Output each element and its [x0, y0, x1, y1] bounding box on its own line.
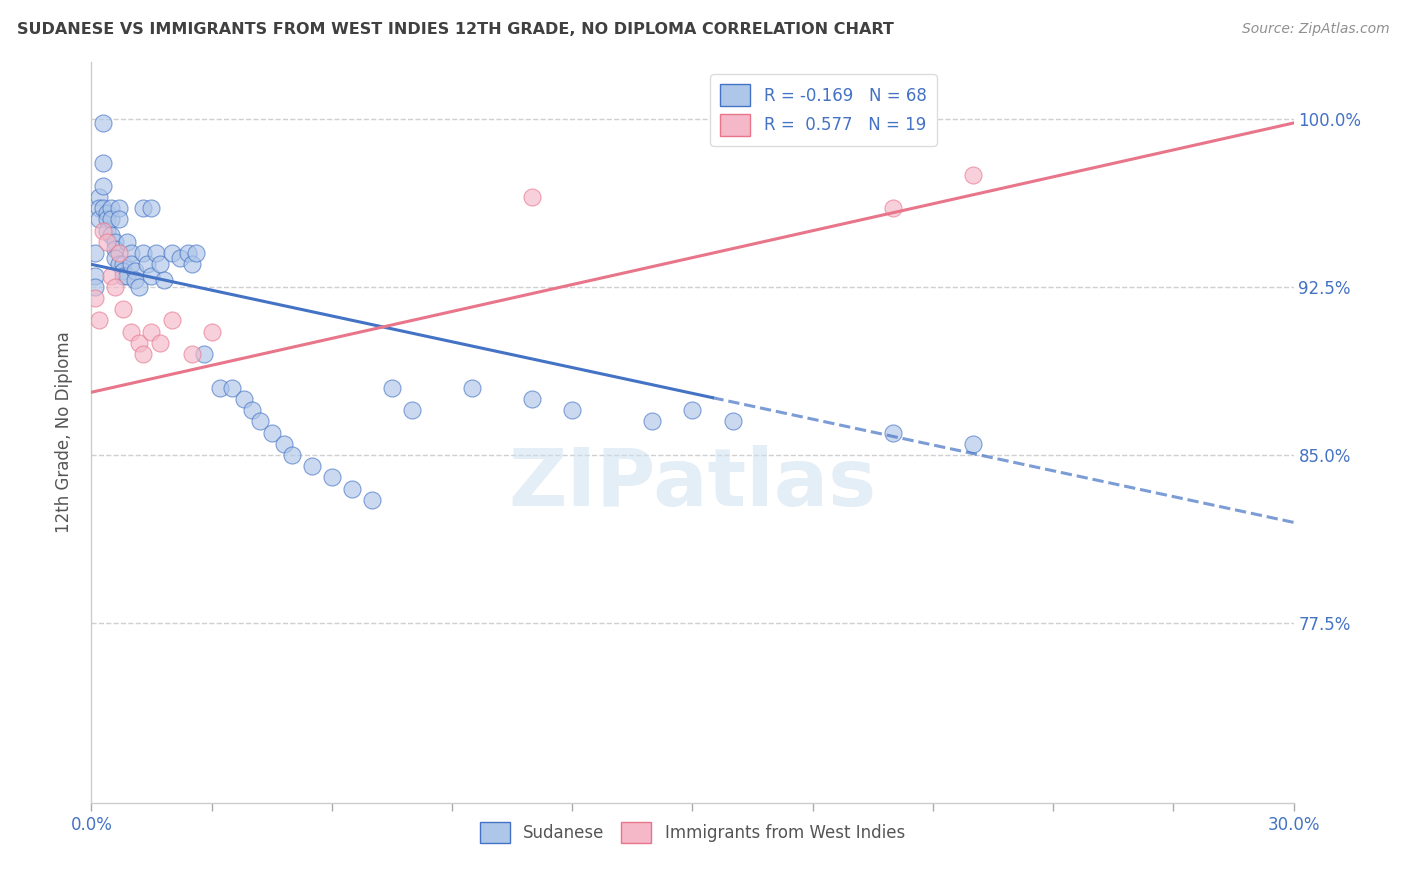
- Point: [117, 268, 139, 283]
- Point: [112, 268, 135, 283]
- Point: [281, 448, 304, 462]
- Point: [96, 212, 118, 227]
- Point: [240, 403, 263, 417]
- Point: [89, 190, 111, 204]
- Point: [93, 201, 115, 215]
- Point: [141, 201, 163, 215]
- Point: [221, 381, 243, 395]
- Point: [522, 392, 544, 406]
- Point: [360, 492, 382, 507]
- Point: [128, 280, 150, 294]
- Point: [201, 325, 224, 339]
- Point: [96, 206, 118, 220]
- Point: [132, 246, 155, 260]
- Y-axis label: 12th Grade, No Diploma: 12th Grade, No Diploma: [55, 332, 73, 533]
- Point: [169, 251, 191, 265]
- Point: [461, 381, 484, 395]
- Point: [84, 291, 107, 305]
- Point: [104, 242, 127, 256]
- Point: [381, 381, 404, 395]
- Point: [522, 190, 544, 204]
- Point: [145, 246, 167, 260]
- Point: [260, 425, 283, 440]
- Point: [108, 257, 131, 271]
- Point: [84, 268, 107, 283]
- Point: [321, 470, 343, 484]
- Point: [84, 280, 107, 294]
- Point: [93, 116, 115, 130]
- Point: [160, 246, 183, 260]
- Point: [108, 246, 131, 260]
- Point: [108, 212, 131, 227]
- Point: [148, 335, 170, 350]
- Point: [641, 414, 664, 428]
- Point: [561, 403, 583, 417]
- Point: [124, 273, 146, 287]
- Point: [121, 257, 143, 271]
- Point: [93, 156, 115, 170]
- Point: [100, 201, 122, 215]
- Point: [148, 257, 170, 271]
- Point: [176, 246, 198, 260]
- Text: ZIPatlas: ZIPatlas: [509, 445, 876, 524]
- Point: [128, 335, 150, 350]
- Point: [100, 212, 122, 227]
- Point: [124, 264, 146, 278]
- Point: [882, 201, 904, 215]
- Point: [108, 201, 131, 215]
- Point: [104, 280, 127, 294]
- Point: [152, 273, 174, 287]
- Point: [121, 246, 143, 260]
- Point: [132, 201, 155, 215]
- Point: [89, 212, 111, 227]
- Point: [962, 168, 984, 182]
- Point: [93, 224, 115, 238]
- Point: [89, 313, 111, 327]
- Point: [104, 251, 127, 265]
- Point: [681, 403, 703, 417]
- Text: SUDANESE VS IMMIGRANTS FROM WEST INDIES 12TH GRADE, NO DIPLOMA CORRELATION CHART: SUDANESE VS IMMIGRANTS FROM WEST INDIES …: [17, 22, 894, 37]
- Point: [112, 264, 135, 278]
- Point: [141, 325, 163, 339]
- Point: [96, 235, 118, 249]
- Point: [184, 246, 207, 260]
- Point: [141, 268, 163, 283]
- Point: [89, 201, 111, 215]
- Point: [193, 347, 215, 361]
- Point: [112, 257, 135, 271]
- Point: [882, 425, 904, 440]
- Point: [301, 459, 323, 474]
- Point: [136, 257, 159, 271]
- Point: [132, 347, 155, 361]
- Point: [273, 437, 295, 451]
- Point: [340, 482, 363, 496]
- Point: [100, 228, 122, 243]
- Point: [121, 325, 143, 339]
- Text: Source: ZipAtlas.com: Source: ZipAtlas.com: [1241, 22, 1389, 37]
- Point: [401, 403, 423, 417]
- Point: [84, 246, 107, 260]
- Point: [249, 414, 271, 428]
- Point: [721, 414, 744, 428]
- Point: [962, 437, 984, 451]
- Point: [232, 392, 254, 406]
- Point: [100, 268, 122, 283]
- Point: [160, 313, 183, 327]
- Point: [93, 178, 115, 193]
- Point: [112, 302, 135, 317]
- Point: [180, 257, 202, 271]
- Point: [117, 235, 139, 249]
- Point: [180, 347, 202, 361]
- Point: [96, 224, 118, 238]
- Legend: Sudanese, Immigrants from West Indies: Sudanese, Immigrants from West Indies: [474, 815, 911, 850]
- Point: [104, 235, 127, 249]
- Point: [208, 381, 231, 395]
